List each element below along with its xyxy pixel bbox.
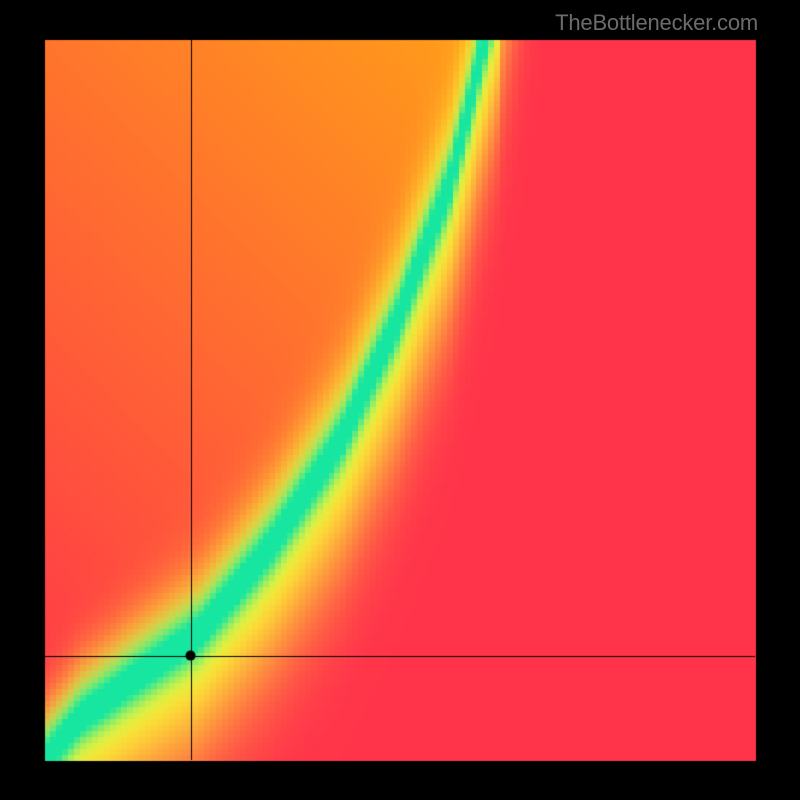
heatmap-canvas bbox=[0, 0, 800, 800]
watermark-label: TheBottlenecker.com bbox=[555, 10, 758, 36]
